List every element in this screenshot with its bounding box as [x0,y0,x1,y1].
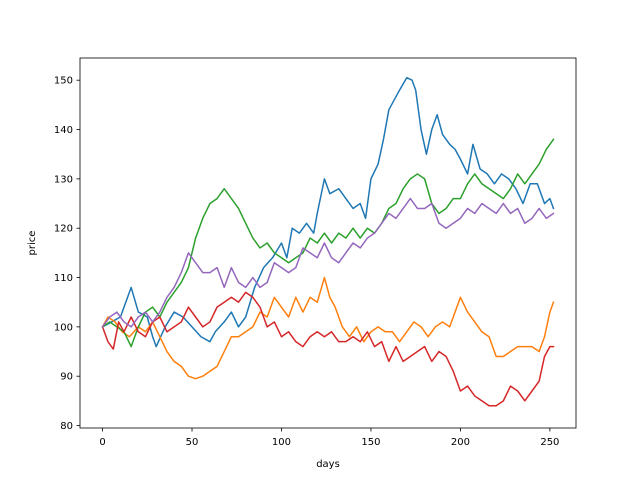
series-line-5 [101,197,555,328]
x-tick-label: 250 [540,437,559,448]
series-line-2 [101,276,555,380]
y-axis-label: price [27,231,38,256]
series-line-1 [101,76,555,348]
y-tick-label: 150 [54,76,73,87]
x-tick-label: 150 [361,437,380,448]
series-layer [101,76,555,407]
x-tick-label: 200 [451,437,470,448]
x-tick-label: 50 [186,437,199,448]
x-axis-label: days [316,459,340,470]
y-tick-label: 120 [54,224,73,235]
y-axis: 80 90 100 110 120 130 140 150 [54,76,80,432]
x-axis: 0 50 100 150 200 250 [99,428,559,448]
x-tick-label: 100 [272,437,291,448]
y-tick-label: 100 [54,322,73,333]
series-line-3 [101,138,555,348]
series-line-4 [101,291,555,407]
plot-area-background [80,58,576,428]
y-tick-label: 110 [54,273,73,284]
x-tick-label: 0 [99,437,105,448]
y-tick-label: 140 [54,125,73,136]
y-tick-label: 90 [60,372,73,383]
y-tick-label: 80 [60,421,73,432]
plot-frame [79,57,577,429]
y-tick-label: 130 [54,174,73,185]
